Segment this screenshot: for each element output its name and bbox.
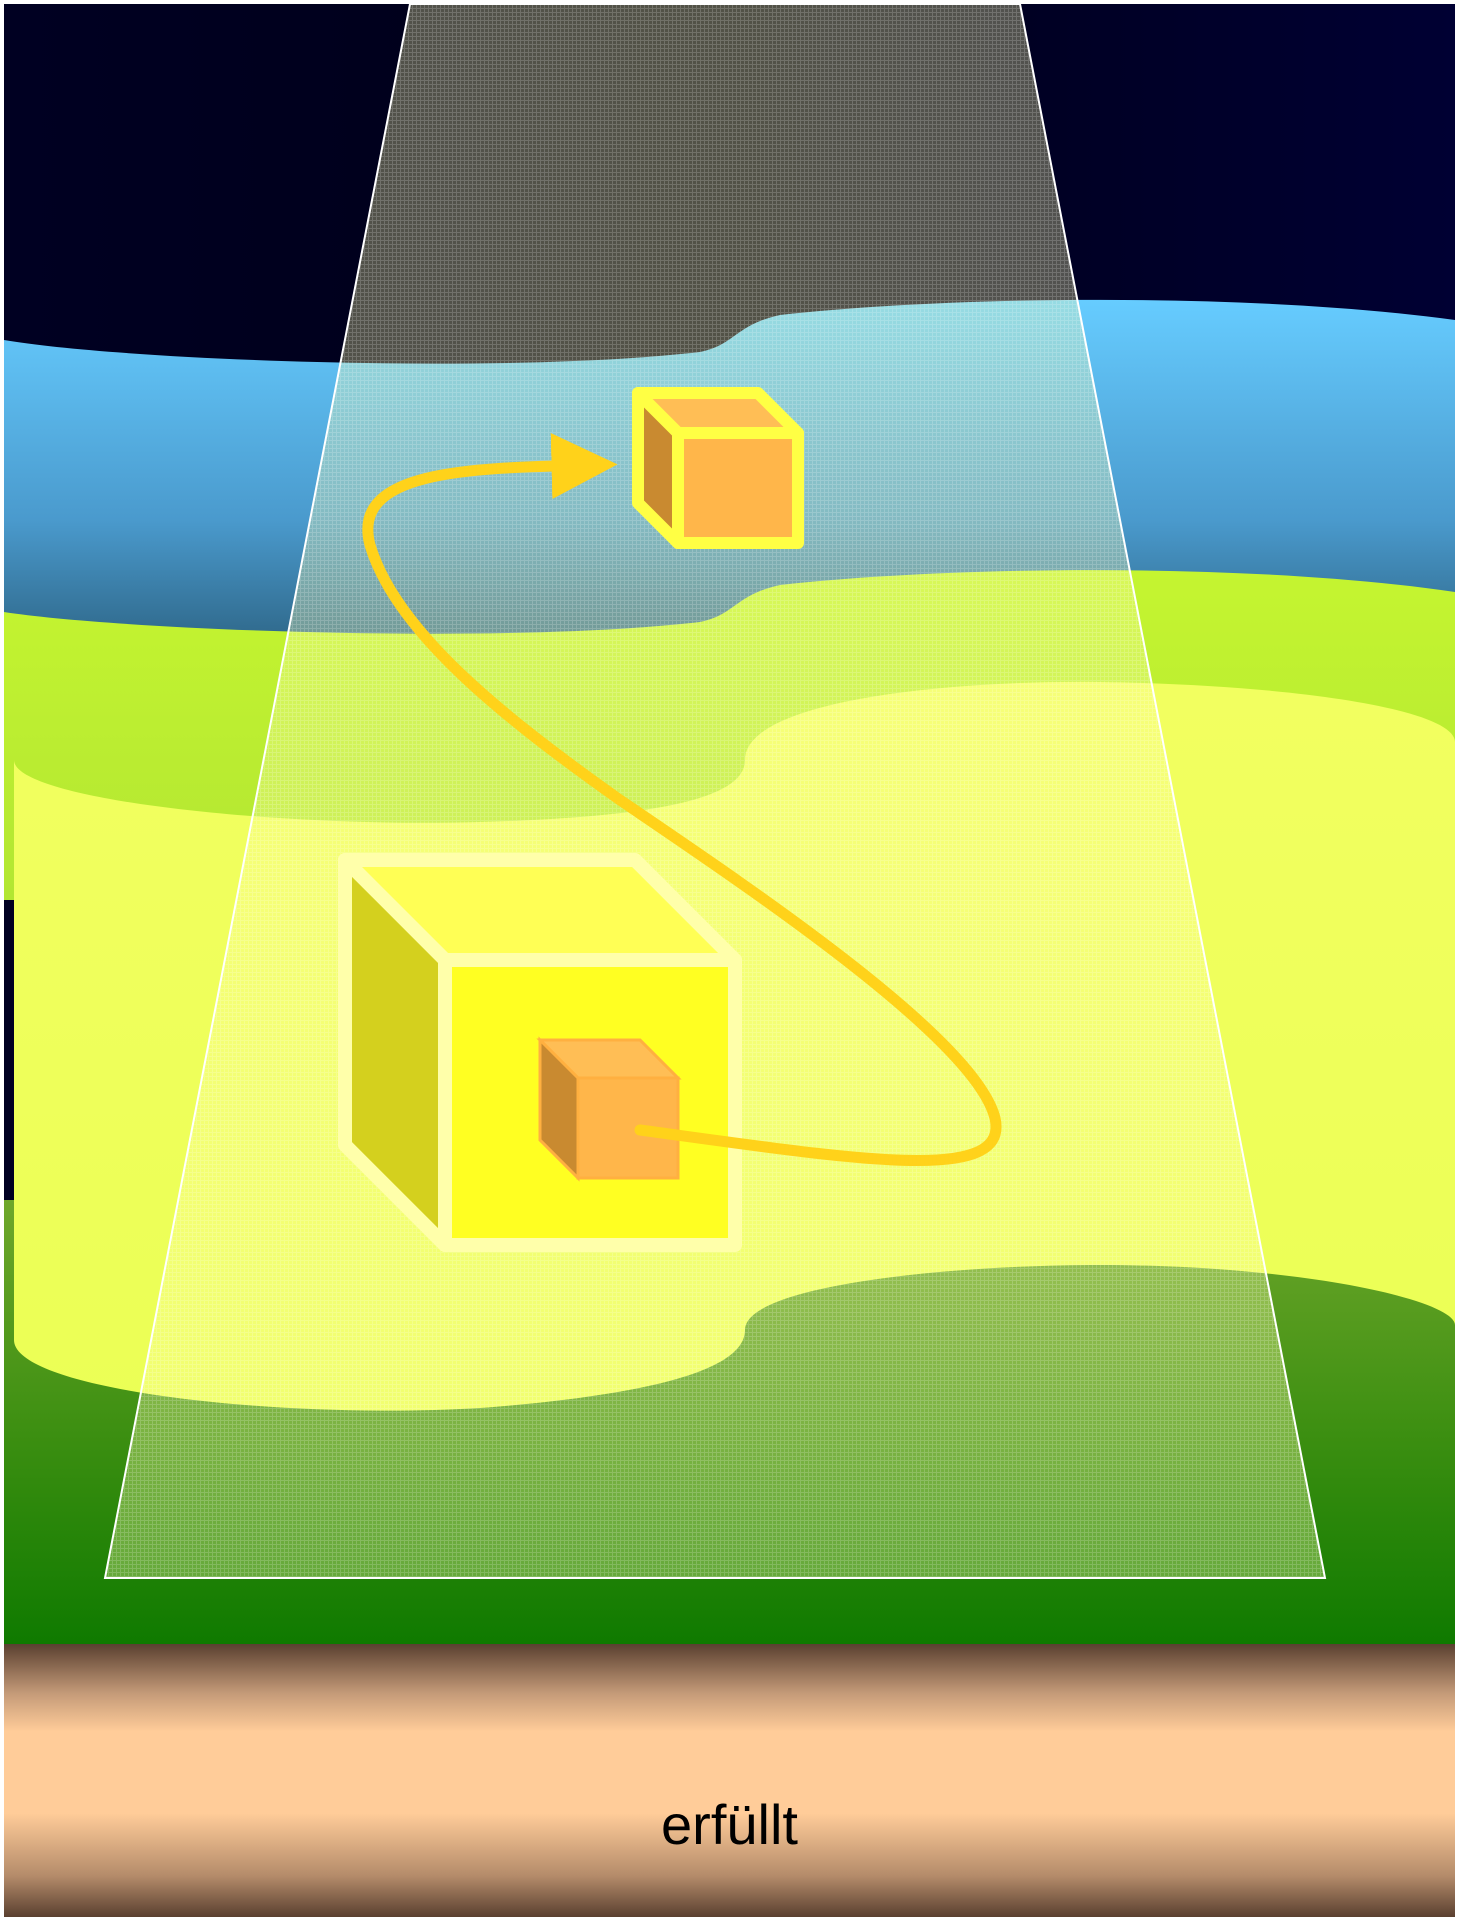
transition-arrow (362, 432, 1002, 1167)
large-container-cube (338, 853, 742, 1252)
soil-ground (4, 1644, 1455, 1917)
small-cube-target (632, 387, 804, 549)
caption-label: erfüllt (661, 1793, 798, 1856)
small-cube-start (536, 1036, 682, 1182)
